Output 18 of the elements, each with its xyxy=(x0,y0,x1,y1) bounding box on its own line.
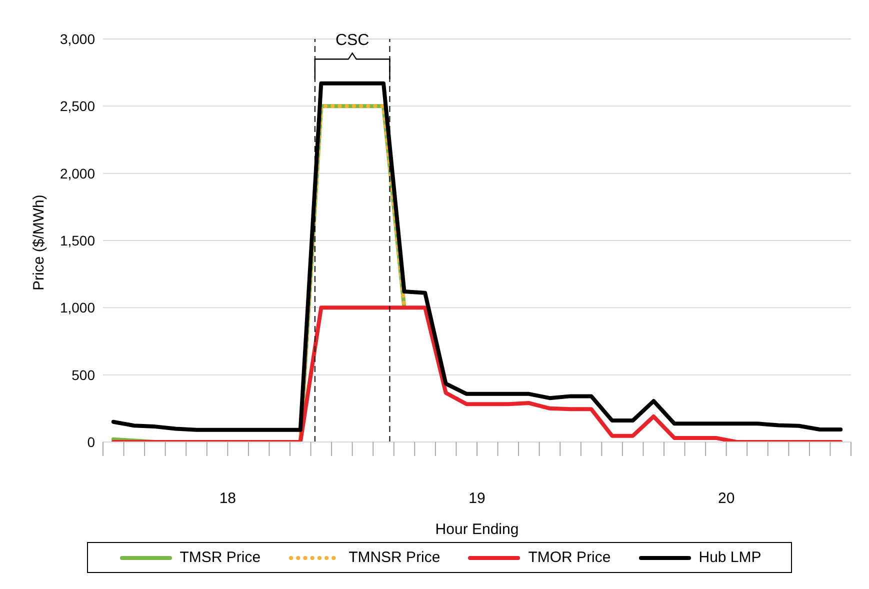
legend-label: TMNSR Price xyxy=(348,549,440,566)
x-tick-label: 18 xyxy=(219,490,236,507)
y-tick-label: 3,000 xyxy=(60,30,96,47)
y-tick-label: 2,000 xyxy=(60,165,96,182)
x-tick-label: 20 xyxy=(718,490,735,507)
annotation: CSC xyxy=(335,32,370,50)
line-series xyxy=(111,306,843,442)
y-tick-label: 0 xyxy=(87,434,96,450)
legend-label: TMOR Price xyxy=(528,549,611,566)
x-axis-title: Hour Ending xyxy=(435,521,519,538)
y-tick-label: 2,500 xyxy=(60,98,96,114)
y-tick-label: 1,000 xyxy=(60,300,96,316)
y-tick-label: 1,500 xyxy=(60,232,96,248)
legend-label: TMSR Price xyxy=(180,549,261,566)
x-tick-label: 19 xyxy=(468,490,486,507)
y-axis-title: Price ($/MWh) xyxy=(30,194,48,290)
y-tick-label: 500 xyxy=(72,366,96,383)
legend-label: Hub LMP xyxy=(698,549,762,566)
